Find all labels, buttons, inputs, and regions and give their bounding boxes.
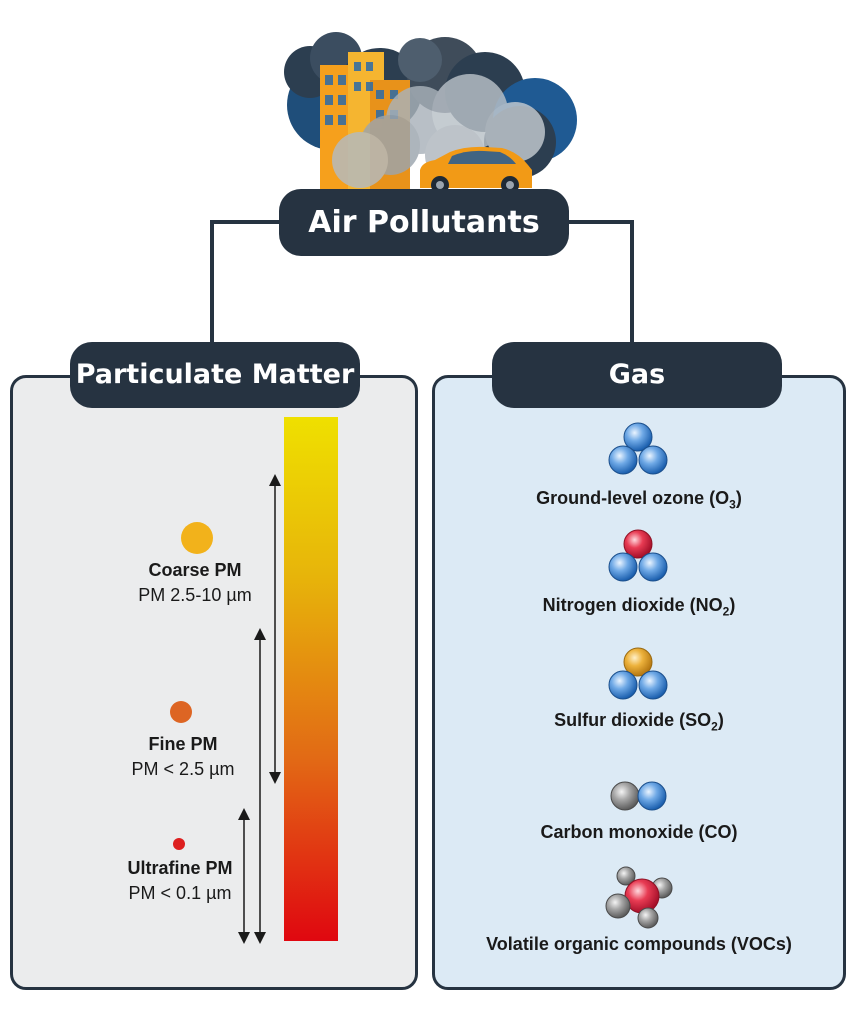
sulfur-dioxide-subscript: 2: [711, 719, 718, 734]
voc-label: Volatile organic compounds (VOCs): [432, 934, 846, 955]
ozone-label-text: Ground-level ozone (O: [536, 488, 730, 508]
fine-pm-dot: [170, 701, 192, 723]
voc-molecule-icon: [605, 866, 673, 929]
particulate-matter-title: Particulate Matter: [75, 359, 355, 390]
fine-pm-size: PM < 2.5 µm: [131, 759, 235, 779]
gas-heading: Gas: [492, 342, 782, 408]
carbon-monoxide-label: Carbon monoxide (CO): [432, 822, 846, 843]
sulfur-dioxide-label: Sulfur dioxide (SO2): [432, 710, 846, 734]
title-pill: Air Pollutants: [279, 189, 569, 256]
carbon-monoxide-label-text: Carbon monoxide (CO): [540, 822, 738, 842]
ozone-label: Ground-level ozone (O3): [432, 488, 846, 512]
fine-pm-label: Fine PM PM < 2.5 µm: [98, 734, 268, 780]
gas-title: Gas: [608, 359, 666, 390]
coarse-pm-label: Coarse PM PM 2.5-10 µm: [110, 560, 280, 606]
nitrogen-dioxide-label: Nitrogen dioxide (NO2): [432, 595, 846, 619]
nitrogen-dioxide-subscript: 2: [722, 604, 730, 619]
particle-size-gradient-bar: [284, 417, 338, 941]
sulfur-dioxide-label-text: Sulfur dioxide (SO: [554, 710, 712, 730]
coarse-pm-dot: [181, 522, 213, 554]
particulate-matter-panel: [10, 375, 418, 990]
sulfur-dioxide-label-end: ): [717, 710, 724, 730]
ozone-subscript: 3: [729, 497, 736, 512]
voc-label-text: Volatile organic compounds (VOCs): [486, 934, 792, 954]
size-range-arrows: [238, 474, 281, 944]
carbon-monoxide-molecule-icon: [610, 781, 667, 811]
page-title: Air Pollutants: [308, 205, 540, 240]
ultrafine-pm-label: Ultrafine PM PM < 0.1 µm: [95, 858, 265, 904]
sulfur-dioxide-molecule-icon: [608, 647, 668, 700]
ultrafine-pm-name: Ultrafine PM: [127, 858, 233, 878]
ultrafine-pm-size: PM < 0.1 µm: [128, 883, 232, 903]
fine-pm-name: Fine PM: [148, 734, 218, 754]
ultrafine-pm-dot: [173, 838, 185, 850]
coarse-pm-name: Coarse PM: [148, 560, 242, 580]
nitrogen-dioxide-molecule-icon: [608, 529, 668, 582]
nitrogen-dioxide-label-text: Nitrogen dioxide (NO: [542, 595, 723, 615]
ozone-molecule-icon: [608, 422, 668, 475]
particulate-matter-heading: Particulate Matter: [70, 342, 360, 408]
city-smog-illustration: [284, 32, 577, 194]
ozone-label-end: ): [735, 488, 742, 508]
nitrogen-dioxide-label-end: ): [729, 595, 736, 615]
coarse-pm-size: PM 2.5-10 µm: [138, 585, 252, 605]
